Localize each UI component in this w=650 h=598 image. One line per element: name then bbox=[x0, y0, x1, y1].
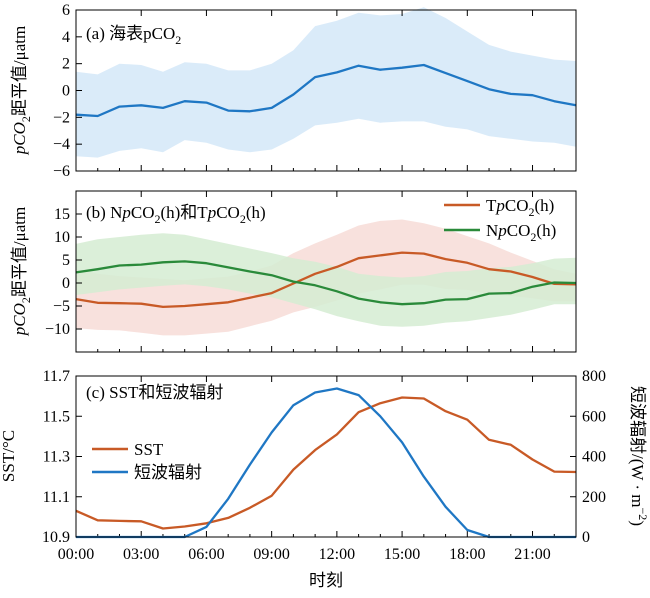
panel-c: 10.9 11.1 11.3 11.5 11.7 0 200 400 600 800 (c) SS… bbox=[0, 368, 650, 546]
panel-b-title-6: p bbox=[207, 203, 217, 222]
panel-a-ylabel-p: pCO bbox=[10, 122, 29, 155]
ytick-label: 11.7 bbox=[43, 368, 70, 385]
axis-ticks: 10.9 11.1 11.3 11.5 11.7 0 200 400 600 800 bbox=[42, 368, 606, 546]
panel-b-ylabel: pCO2距平值/μatm bbox=[10, 207, 33, 336]
panel-c-legend: SST 短波辐射 bbox=[92, 440, 202, 482]
panel-b-title-2: p bbox=[121, 203, 131, 222]
x-axis-title: 时刻 bbox=[309, 571, 343, 590]
panel-c-y2label-end: ) bbox=[628, 520, 647, 526]
ytick-label: 0 bbox=[62, 275, 70, 292]
panel-b-title-7: CO bbox=[216, 203, 240, 222]
ytick-label: −2 bbox=[53, 109, 70, 126]
legend-n-4: 2 bbox=[530, 230, 536, 244]
band-panel-b-1 bbox=[76, 233, 576, 327]
x-axis-labels: 00:00 03:00 06:00 09:00 12:00 15:00 18:00 21:00 bbox=[58, 546, 551, 563]
legend-label-t: TpCO2(h) bbox=[486, 196, 554, 219]
ytick-label: −4 bbox=[53, 136, 70, 153]
panel-b-ylabel-p: pCO bbox=[10, 303, 29, 336]
ytick-label: 5 bbox=[62, 252, 70, 269]
ytick-label: 11.1 bbox=[43, 489, 70, 506]
panel-a-ylabel-sub: 2 bbox=[19, 116, 33, 122]
ytick-label: 4 bbox=[62, 29, 70, 46]
ytick-label: 10 bbox=[54, 229, 70, 246]
xtick-label: 21:00 bbox=[514, 546, 550, 563]
y2tick-label: 0 bbox=[582, 529, 590, 546]
legend-t-5: (h) bbox=[535, 196, 555, 215]
panel-a-ylabel-rest: 距平值/μatm bbox=[10, 26, 29, 116]
panel-c-y2label-main: 短波辐射/(W · m bbox=[628, 386, 647, 508]
series-line-panel-c-0 bbox=[75, 396, 577, 530]
ytick-label: −5 bbox=[53, 298, 70, 315]
panel-b-ylabel-sub: 2 bbox=[19, 297, 33, 303]
axis-ticks: −6 −4 −2 0 2 4 6 bbox=[53, 2, 577, 180]
panel-c-title: (c) SST和短波辐射 bbox=[86, 383, 223, 402]
xtick-label: 15:00 bbox=[384, 546, 420, 563]
legend-t-3: CO bbox=[505, 196, 529, 215]
xtick-label: 12:00 bbox=[319, 546, 355, 563]
series-line-panel-b-0 bbox=[75, 251, 577, 309]
band-panel-a-0 bbox=[76, 7, 576, 158]
legend-t-1: T bbox=[486, 196, 497, 215]
series-lines bbox=[75, 63, 577, 118]
legend-t-4: 2 bbox=[529, 205, 535, 219]
panel-c-frame bbox=[75, 375, 577, 538]
ytick-label: −10 bbox=[45, 321, 70, 338]
panel-c-y2label-sup: −2 bbox=[636, 508, 650, 521]
xtick-label: 00:00 bbox=[58, 546, 94, 563]
series-lines bbox=[75, 251, 577, 309]
panel-b-legend: TpCO2(h) NpCO2(h) bbox=[444, 196, 556, 244]
confidence-bands bbox=[76, 7, 576, 158]
panel-b-frame bbox=[75, 190, 577, 353]
xtick-label: 09:00 bbox=[253, 546, 289, 563]
panel-b-title-5: (h)和T bbox=[160, 203, 208, 222]
series-line-panel-a-0 bbox=[75, 63, 577, 118]
xtick-label: 03:00 bbox=[123, 546, 159, 563]
legend-n-1: N bbox=[486, 221, 498, 240]
legend-t-2: p bbox=[495, 196, 505, 215]
panel-a-frame bbox=[75, 9, 577, 172]
ytick-label: −6 bbox=[53, 163, 70, 180]
xtick-label: 18:00 bbox=[449, 546, 485, 563]
panel-b-title-8: 2 bbox=[240, 212, 246, 226]
legend-label-sw: 短波辐射 bbox=[134, 463, 202, 482]
legend-n-2: p bbox=[497, 221, 507, 240]
legend-n-5: (h) bbox=[536, 221, 556, 240]
panel-c-ylabel: SST/°C bbox=[0, 430, 18, 482]
y2tick-label: 400 bbox=[582, 449, 606, 466]
y2tick-label: 200 bbox=[582, 489, 606, 506]
panel-b-ylabel-rest: 距平值/μatm bbox=[10, 207, 29, 297]
panel-a-title: (a) 海表pCO2 bbox=[86, 24, 181, 47]
panel-a-title-main: (a) 海表pCO bbox=[86, 24, 175, 43]
ytick-label: 15 bbox=[54, 206, 70, 223]
panel-b-title-9: (h) bbox=[246, 203, 266, 222]
panel-a-ylabel: pCO2距平值/μatm bbox=[10, 26, 33, 155]
confidence-bands bbox=[76, 219, 576, 336]
legend-label-n: NpCO2(h) bbox=[486, 221, 556, 244]
xtick-label: 06:00 bbox=[188, 546, 224, 563]
y2tick-label: 600 bbox=[582, 408, 606, 425]
ytick-label: 10.9 bbox=[42, 529, 70, 546]
panel-c-y2label: 短波辐射/(W · m−2) bbox=[628, 386, 650, 526]
ytick-label: 11.3 bbox=[43, 449, 70, 466]
panel-a-title-sub: 2 bbox=[175, 33, 181, 47]
series-line-panel-b-1 bbox=[75, 260, 577, 306]
panel-b-title-1: (b) N bbox=[86, 203, 122, 222]
ytick-label: 6 bbox=[62, 2, 70, 19]
legend-label-sst: SST bbox=[134, 440, 164, 459]
legend-n-3: CO bbox=[507, 221, 531, 240]
axis-ticks: −10 −5 0 5 10 15 bbox=[45, 191, 577, 352]
ytick-label: 11.5 bbox=[43, 408, 70, 425]
ytick-label: 2 bbox=[62, 56, 70, 73]
panel-b-title-3: CO bbox=[131, 203, 155, 222]
panel-b-title-4: 2 bbox=[154, 212, 160, 226]
y2tick-label: 800 bbox=[582, 368, 606, 385]
panel-b-title: (b) NpCO2(h)和TpCO2(h) bbox=[86, 203, 266, 226]
ytick-label: 0 bbox=[62, 83, 70, 100]
